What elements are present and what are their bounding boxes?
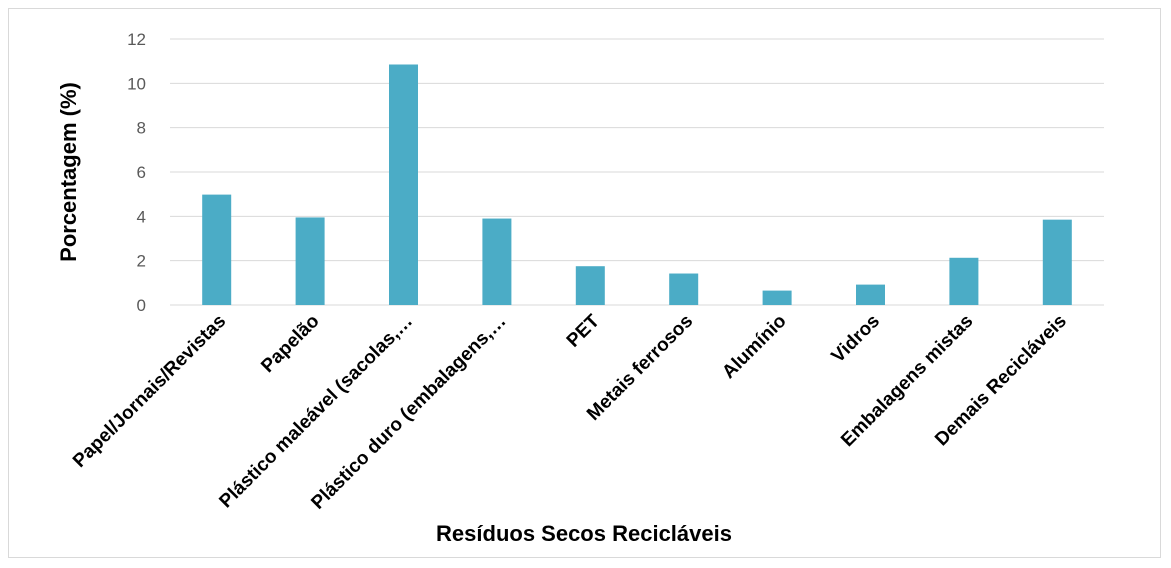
- y-tick-label: 0: [137, 296, 146, 315]
- gridlines: [170, 38, 1104, 306]
- y-tick-label: 6: [137, 163, 146, 182]
- x-tick-label: Papelão: [257, 311, 323, 377]
- y-tick-label: 12: [127, 30, 146, 49]
- bars: [202, 64, 1072, 305]
- bar: [762, 290, 792, 305]
- x-tick-label: Alumínio: [718, 311, 790, 383]
- bar: [856, 284, 885, 305]
- y-tick-label: 2: [137, 252, 146, 271]
- bar: [949, 257, 979, 305]
- bar: [202, 194, 232, 305]
- bar: [669, 273, 699, 305]
- bar: [295, 217, 325, 305]
- bar: [482, 218, 512, 305]
- x-tick-label: Plástico duro (embalagens,…: [307, 311, 510, 514]
- x-tick-label: PET: [563, 310, 604, 351]
- x-tick-label: Plástico maleável (sacolas,…: [215, 311, 417, 513]
- bar: [389, 64, 418, 305]
- x-tick-label: Vidros: [828, 311, 884, 367]
- bar: [575, 266, 605, 305]
- y-tick-label: 8: [137, 119, 146, 138]
- y-axis-title: Porcentagem (%): [56, 82, 81, 262]
- y-tick-label: 10: [127, 74, 146, 93]
- x-tick-label: Papel/Jornais/Revistas: [69, 311, 230, 472]
- y-tick-label: 4: [137, 207, 146, 226]
- x-axis-title: Resíduos Secos Recicláveis: [436, 521, 732, 546]
- y-axis-ticks: 0 2 4 6 8 10 12: [127, 30, 146, 315]
- bar: [1042, 219, 1072, 305]
